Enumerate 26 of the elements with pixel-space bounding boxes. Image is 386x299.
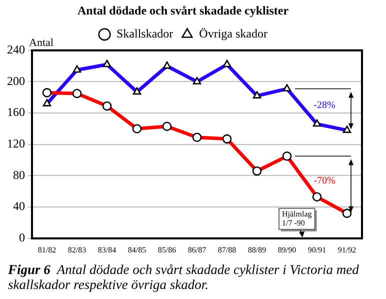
x-tick-label: 87/88 (218, 245, 236, 254)
x-tick-label: 90/91 (308, 245, 326, 254)
y-tick-label: 200 (7, 74, 25, 88)
y-tick-label: 80 (13, 168, 25, 182)
x-tick-label: 81/82 (38, 245, 56, 254)
annotation: Hjälmlag 1/7 -90 (282, 209, 312, 228)
legend-label: Övriga skador (199, 26, 268, 41)
legend-label: Skallskador (116, 26, 174, 41)
text: Figur 6 (8, 262, 50, 277)
y-tick-label: 160 (7, 105, 25, 120)
y-axis-title: Antal (29, 36, 54, 49)
x-tick-label: 91/92 (338, 245, 356, 254)
x-tick-label: 86/87 (188, 245, 206, 254)
x-tick-label: 83/84 (98, 245, 116, 254)
x-tick-label: 89/90 (278, 245, 296, 254)
y-tick-label: 40 (13, 199, 25, 214)
x-tick-label: 84/85 (128, 245, 146, 254)
annotation: -28% (314, 100, 336, 112)
y-tick-label: 240 (7, 42, 25, 57)
chart-title: Antal dödade och svårt skadade cyklister (77, 3, 290, 18)
annotation: -70% (314, 175, 336, 186)
x-tick-label: 85/86 (158, 245, 176, 254)
y-tick-label: 120 (7, 136, 25, 151)
x-tick-label: 88/89 (248, 245, 266, 254)
y-tick-label: 0 (19, 230, 25, 245)
x-tick-label: 82/83 (68, 245, 86, 254)
